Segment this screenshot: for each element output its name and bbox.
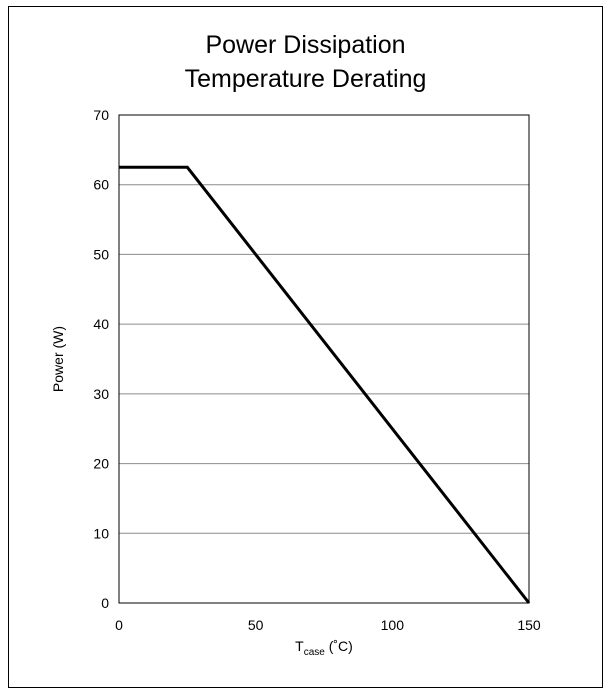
x-axis-label-subscript: case: [304, 647, 326, 658]
x-tick-label: 50: [248, 617, 264, 633]
y-tick-label: 40: [93, 316, 109, 332]
y-tick-label: 10: [93, 525, 109, 541]
x-axis-label: Tcase (˚C): [295, 638, 353, 658]
x-tick-labels: 0 50 100 150: [115, 617, 541, 633]
y-tick-label: 0: [101, 595, 109, 611]
chart-title-line-1: Power Dissipation: [205, 31, 406, 59]
series-layer: [119, 165, 531, 604]
y-tick-label: 50: [93, 246, 109, 262]
x-axis-label-unit: (˚C): [325, 638, 353, 654]
y-tick-label: 20: [93, 456, 109, 472]
x-axis-label-main: T: [295, 638, 304, 654]
chart-frame: [8, 6, 603, 688]
derating-line: [119, 165, 531, 604]
x-tick-label: 0: [115, 617, 123, 633]
x-tick-label: 100: [381, 617, 405, 633]
y-tick-label: 30: [93, 386, 109, 402]
grid-lines: [119, 184, 529, 534]
y-tick-label: 70: [93, 107, 109, 123]
y-axis-label: Power (W): [50, 326, 66, 392]
x-tick-label: 150: [517, 617, 541, 633]
y-tick-labels: 0 10 20 30 40 50 60 70: [93, 107, 109, 611]
y-tick-label: 60: [93, 177, 109, 193]
plot-area-border: [118, 114, 530, 604]
chart-title-line-2: Temperature Derating: [184, 65, 427, 93]
